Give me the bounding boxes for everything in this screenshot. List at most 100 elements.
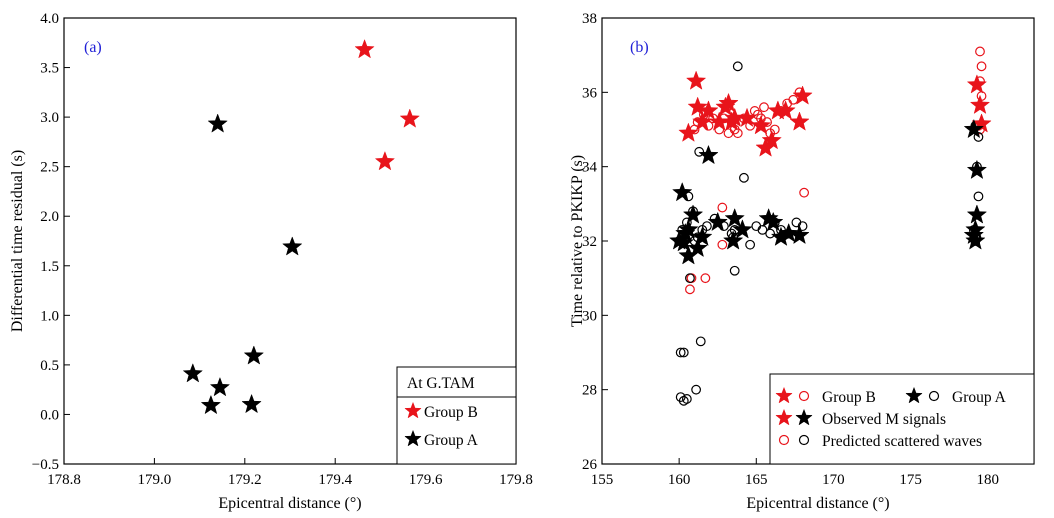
y-tick-label: 0.0 (40, 407, 59, 423)
data-point-circle (732, 61, 743, 72)
data-point-star (682, 204, 704, 224)
data-point-circle (717, 202, 728, 213)
panel-b-legend-row-observed: Observed M signals (822, 411, 946, 428)
data-point-star (685, 70, 707, 90)
panel-a-legend-star-a (404, 429, 422, 447)
data-point-circle (765, 228, 776, 239)
data-point-star (678, 219, 699, 239)
x-tick-label: 180 (976, 472, 999, 488)
data-point-star (678, 122, 699, 142)
legend-circle (798, 390, 810, 402)
panel-b-xlabel: Epicentral distance (°) (746, 495, 889, 512)
panel-a-legend-entry-b: Group B (424, 404, 478, 421)
data-point-circle (976, 61, 987, 72)
x-tick-label: 179.6 (409, 472, 443, 488)
data-point-star (763, 211, 784, 232)
data-point-circle (759, 102, 769, 113)
data-point-circle (769, 124, 780, 135)
panel-a-yticks: −0.5 0.0 0.5 1.0 1.5 2.0 2.5 3.0 3.5 4.0 (32, 11, 70, 473)
data-point-star (718, 92, 739, 113)
data-point-star (966, 74, 988, 94)
x-tick-label: 179.2 (228, 472, 262, 488)
y-tick-label: 38 (582, 11, 597, 27)
y-tick-label: 0.5 (40, 358, 59, 374)
panel-b-legend: Group B Group A Observed M signals Predi… (769, 373, 1035, 465)
data-point-star (200, 394, 222, 415)
data-point-star (354, 39, 375, 59)
data-point-circle (739, 172, 749, 183)
data-point-circle (732, 128, 743, 139)
data-point-star (775, 100, 796, 120)
panel-b-yticks: 26 28 30 32 34 36 38 (582, 11, 608, 473)
y-tick-label: 4.0 (40, 11, 59, 27)
panel-a-xlabel: Epicentral distance (°) (218, 495, 361, 512)
data-point-star (243, 345, 265, 365)
legend-star (404, 401, 422, 419)
data-point-star (399, 108, 420, 128)
panel-a: 178.8 179.0 179.2 179.4 179.6 179.8 −0.5 0.0 0.… (9, 11, 533, 512)
data-point-star (209, 376, 231, 397)
legend-star (905, 386, 923, 404)
y-tick-label: 3.0 (40, 110, 59, 126)
x-tick-label: 175 (899, 472, 922, 488)
panel-a-frame (63, 17, 517, 465)
legend-star (775, 408, 793, 426)
panel-b-points (668, 46, 992, 406)
y-tick-label: 36 (582, 85, 598, 101)
y-tick-label: 28 (582, 383, 597, 399)
data-point-star (778, 222, 799, 243)
data-point-circle (702, 221, 712, 232)
x-tick-label: 170 (822, 472, 845, 488)
panel-b-ylabel: Time relative to PKIKP (s) (569, 155, 586, 327)
panel-a-legend: At G.TAM Group B Group A (396, 366, 517, 465)
panel-b-legend-row-group-a: Group A (952, 389, 1007, 406)
y-tick-label: −0.5 (32, 457, 59, 473)
data-point-circle (973, 191, 984, 202)
panel-b: 155 160 165 170 175 180 26 28 30 32 34 36 38 (b) Ep… (569, 11, 1035, 512)
data-point-circle (975, 46, 985, 57)
data-point-circle (675, 347, 686, 358)
legend-star (404, 429, 422, 447)
panel-b-legend-symbols (775, 386, 940, 446)
data-point-star (736, 107, 758, 128)
x-tick-label: 179.8 (499, 472, 533, 488)
data-point-star (672, 181, 693, 202)
data-point-star (789, 224, 810, 245)
x-tick-label: 178.8 (47, 472, 81, 488)
data-point-circle (745, 239, 756, 250)
y-tick-label: 2.0 (40, 209, 59, 225)
legend-star (795, 408, 813, 426)
panel-a-ylabel: Differential time residual (s) (9, 150, 26, 332)
x-tick-label: 165 (745, 472, 768, 488)
data-point-star (241, 393, 262, 414)
x-tick-label: 179.0 (138, 472, 172, 488)
y-tick-label: 3.5 (40, 61, 59, 77)
x-tick-label: 155 (591, 472, 614, 488)
y-tick-label: 2.5 (40, 160, 59, 176)
data-point-star (182, 363, 204, 383)
y-tick-label: 34 (582, 160, 598, 176)
y-tick-label: 32 (582, 234, 597, 250)
panel-b-legend-row-group-b: Group B (822, 389, 876, 406)
data-point-star (687, 96, 708, 116)
data-point-star (698, 144, 719, 165)
data-point-star (374, 150, 396, 171)
data-point-star (282, 236, 303, 256)
data-point-circle (788, 94, 799, 105)
data-point-circle (717, 239, 728, 250)
x-tick-label: 160 (668, 472, 691, 488)
panel-a-legend-star-b (404, 401, 422, 419)
data-point-circle (691, 384, 702, 395)
panel-b-legend-box (769, 373, 1035, 465)
panel-b-xticks: 155 160 165 170 175 180 (591, 458, 999, 488)
data-point-circle (695, 336, 706, 347)
data-point-star (792, 85, 813, 105)
data-point-circle (678, 347, 689, 358)
data-point-circle (694, 146, 705, 157)
data-point-star (969, 94, 991, 115)
data-point-star (966, 204, 988, 224)
data-point-star (750, 115, 772, 135)
data-point-star (963, 118, 985, 139)
panel-a-points (182, 39, 420, 415)
